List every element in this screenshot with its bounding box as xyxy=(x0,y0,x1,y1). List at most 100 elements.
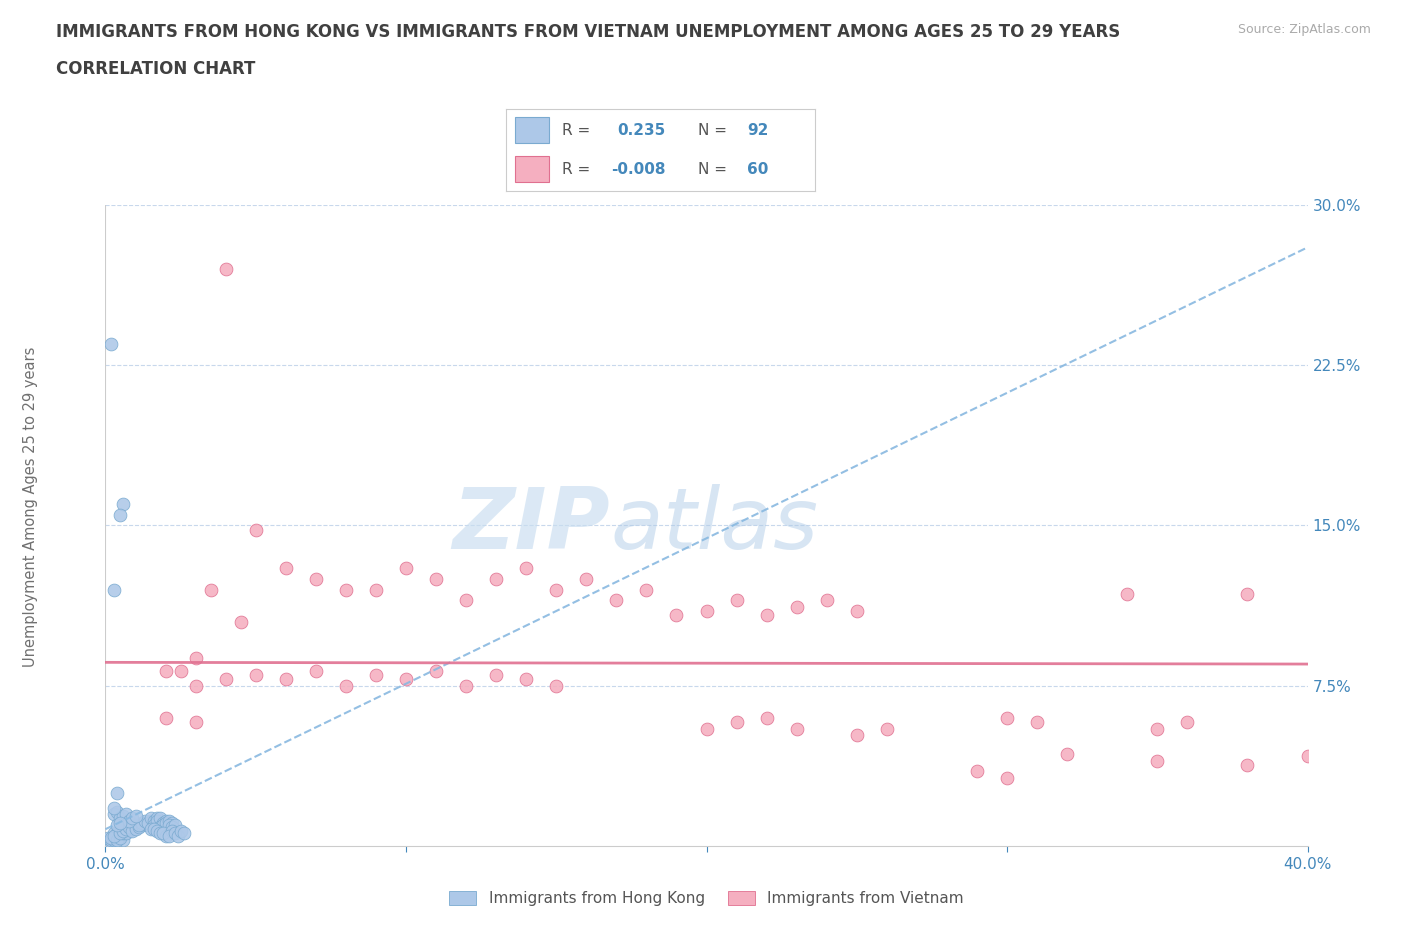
Point xyxy=(142,822,165,837)
Point xyxy=(575,572,598,587)
Point xyxy=(107,830,129,845)
Point xyxy=(118,813,141,828)
Point xyxy=(966,764,988,779)
Point xyxy=(155,711,177,725)
Text: N =: N = xyxy=(697,123,727,138)
Text: Unemployment Among Ages 25 to 29 years: Unemployment Among Ages 25 to 29 years xyxy=(24,347,38,667)
Text: N =: N = xyxy=(697,162,727,177)
Point xyxy=(1026,715,1049,730)
Point xyxy=(118,824,141,839)
Point xyxy=(169,824,191,839)
Point xyxy=(148,816,170,830)
Point xyxy=(121,824,143,839)
Point xyxy=(696,604,718,618)
Point xyxy=(274,561,297,576)
Point xyxy=(131,817,153,832)
Point xyxy=(200,582,222,597)
Point xyxy=(364,668,387,683)
Point xyxy=(112,497,135,512)
Point xyxy=(142,817,165,832)
Point xyxy=(173,826,195,841)
Point xyxy=(636,582,658,597)
Point xyxy=(112,826,135,841)
Point xyxy=(107,804,129,819)
Point xyxy=(755,608,778,623)
Point xyxy=(160,816,183,830)
Point xyxy=(1236,758,1258,773)
Point xyxy=(103,830,125,845)
Point xyxy=(134,813,156,828)
Point xyxy=(100,337,122,352)
Text: R =: R = xyxy=(562,123,591,138)
Point xyxy=(335,679,357,694)
Point xyxy=(118,822,141,837)
Point xyxy=(605,593,627,608)
Point xyxy=(245,668,267,683)
Point xyxy=(142,813,165,828)
Point xyxy=(112,832,135,847)
Point xyxy=(876,722,898,737)
Point xyxy=(152,817,174,832)
Point xyxy=(454,679,477,694)
Point xyxy=(112,809,135,824)
Point xyxy=(160,824,183,839)
Point xyxy=(1296,749,1319,764)
Point xyxy=(1175,715,1198,730)
Point xyxy=(124,817,146,832)
Point xyxy=(145,811,167,826)
Point xyxy=(425,663,447,678)
Point xyxy=(166,829,188,844)
Point xyxy=(169,663,191,678)
Point xyxy=(128,817,150,832)
Point xyxy=(157,817,180,832)
Text: CORRELATION CHART: CORRELATION CHART xyxy=(56,60,256,78)
Point xyxy=(103,832,125,847)
Point xyxy=(107,829,129,844)
Point xyxy=(139,813,162,828)
Point xyxy=(229,615,252,630)
Point xyxy=(107,817,129,832)
Point xyxy=(103,826,125,841)
Point xyxy=(115,822,138,837)
FancyBboxPatch shape xyxy=(516,117,550,143)
Text: Source: ZipAtlas.com: Source: ZipAtlas.com xyxy=(1237,23,1371,36)
Point xyxy=(184,679,207,694)
Point xyxy=(1056,747,1078,762)
Point xyxy=(155,816,177,830)
Point xyxy=(148,811,170,826)
Point xyxy=(103,807,125,822)
Point xyxy=(100,830,122,845)
Point xyxy=(485,572,508,587)
Point xyxy=(100,832,122,847)
Point xyxy=(97,830,120,845)
Point xyxy=(184,651,207,666)
Point xyxy=(214,261,236,276)
Point xyxy=(118,817,141,832)
Point xyxy=(786,599,808,614)
Point xyxy=(274,672,297,687)
Point xyxy=(110,826,132,841)
Point xyxy=(145,813,167,828)
Point xyxy=(995,770,1018,785)
Point xyxy=(155,829,177,844)
Point xyxy=(110,824,132,839)
Point xyxy=(103,801,125,816)
Point xyxy=(157,829,180,844)
Point xyxy=(454,593,477,608)
Point xyxy=(115,824,138,839)
Point xyxy=(112,824,135,839)
Point xyxy=(115,807,138,822)
Point xyxy=(725,593,748,608)
Point xyxy=(335,582,357,597)
Point xyxy=(148,826,170,841)
Point xyxy=(124,819,146,834)
Point xyxy=(139,811,162,826)
Point xyxy=(121,819,143,834)
Text: -0.008: -0.008 xyxy=(612,162,666,177)
Point xyxy=(110,829,132,844)
Point xyxy=(145,824,167,839)
Point xyxy=(395,561,418,576)
Point xyxy=(305,572,328,587)
Point xyxy=(112,826,135,841)
Point xyxy=(115,822,138,837)
